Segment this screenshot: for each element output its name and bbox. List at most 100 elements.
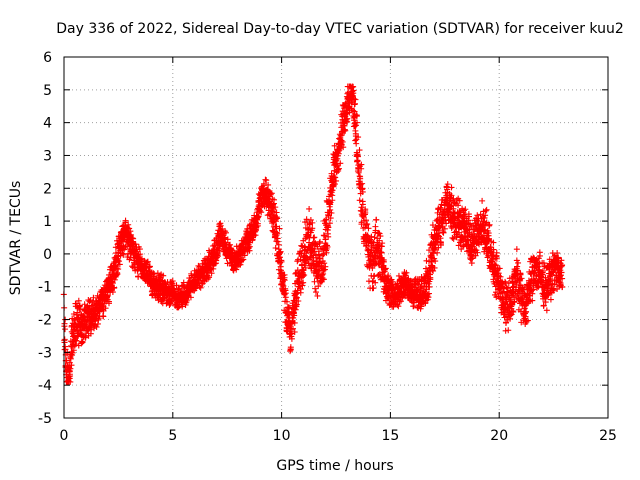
data-point — [337, 160, 344, 167]
data-point — [462, 206, 469, 213]
chart-title: Day 336 of 2022, Sidereal Day-to-day VTE… — [56, 21, 624, 37]
data-point — [536, 252, 543, 259]
data-point — [522, 309, 529, 316]
data-point — [428, 264, 435, 271]
data-point — [381, 268, 388, 275]
data-point — [329, 187, 336, 194]
data-point — [246, 243, 253, 250]
data-point — [378, 249, 385, 256]
data-point — [260, 180, 267, 187]
plot-frame — [63, 56, 609, 419]
data-point — [325, 224, 332, 231]
data-point — [403, 269, 410, 276]
data-point — [291, 328, 298, 335]
data-point — [482, 226, 489, 233]
data-point — [276, 225, 283, 232]
x-tick-label: 25 — [599, 428, 617, 444]
data-point — [309, 225, 316, 232]
data-point — [389, 278, 396, 285]
data-point — [293, 301, 300, 308]
data-point — [529, 297, 536, 304]
data-point — [437, 242, 444, 249]
data-point — [524, 317, 531, 324]
data-point — [335, 148, 342, 155]
data-point — [331, 142, 338, 149]
data-point — [547, 275, 554, 282]
data-point — [369, 265, 376, 272]
data-point — [365, 225, 372, 232]
data-point — [322, 263, 329, 270]
data-point — [536, 267, 543, 274]
data-point — [540, 260, 547, 267]
data-point — [311, 278, 318, 285]
data-point — [351, 95, 358, 102]
data-point — [345, 89, 352, 96]
data-point — [422, 300, 429, 307]
data-point — [352, 137, 359, 144]
data-point — [272, 204, 279, 211]
data-point — [514, 263, 521, 270]
data-point — [106, 300, 113, 307]
data-point — [70, 329, 77, 336]
data-point — [373, 216, 380, 223]
data-point — [377, 233, 384, 240]
data-point — [338, 137, 345, 144]
data-point — [371, 234, 378, 241]
data-point — [208, 270, 215, 277]
data-point — [505, 327, 512, 334]
data-point — [432, 258, 439, 265]
data-point — [306, 205, 313, 212]
data-point — [278, 269, 285, 276]
data-point — [559, 275, 566, 282]
data-point — [75, 297, 82, 304]
data-point — [325, 233, 332, 240]
data-point — [93, 324, 100, 331]
data-point — [497, 273, 504, 280]
data-point — [455, 242, 462, 249]
data-point — [272, 218, 279, 225]
data-point — [482, 207, 489, 214]
y-tick-label: -2 — [38, 313, 52, 329]
chart-grid — [64, 57, 608, 418]
data-point — [361, 224, 368, 231]
data-point — [444, 186, 451, 193]
data-point — [288, 335, 295, 342]
data-point — [240, 256, 247, 263]
data-point — [277, 248, 284, 255]
data-point — [299, 282, 306, 289]
data-point — [86, 298, 93, 305]
data-point — [482, 220, 489, 227]
data-point — [437, 205, 444, 212]
data-point — [342, 127, 349, 134]
data-point — [281, 277, 288, 284]
data-point — [331, 181, 338, 188]
data-point — [137, 251, 144, 258]
data-point — [187, 294, 194, 301]
data-point — [314, 243, 321, 250]
x-axis-label: GPS time / hours — [276, 458, 393, 474]
data-point — [199, 260, 206, 267]
x-tick-label: 20 — [490, 428, 508, 444]
y-tick-label: 6 — [43, 50, 52, 66]
data-point — [493, 255, 500, 262]
data-point — [167, 300, 174, 307]
data-point — [263, 177, 270, 184]
data-point — [354, 152, 361, 159]
data-point — [291, 312, 298, 319]
data-point — [558, 269, 565, 276]
y-tick-label: -1 — [38, 280, 52, 296]
data-point — [327, 215, 334, 222]
data-point — [485, 230, 492, 237]
data-point — [355, 134, 362, 141]
data-point — [206, 274, 213, 281]
data-point — [362, 243, 369, 250]
data-point — [296, 283, 303, 290]
data-point — [276, 250, 283, 257]
data-point — [90, 294, 97, 301]
data-point — [61, 320, 68, 327]
x-tick-label: 0 — [60, 428, 69, 444]
data-point — [287, 346, 294, 353]
data-point — [529, 290, 536, 297]
data-point — [183, 297, 190, 304]
data-point — [425, 290, 432, 297]
